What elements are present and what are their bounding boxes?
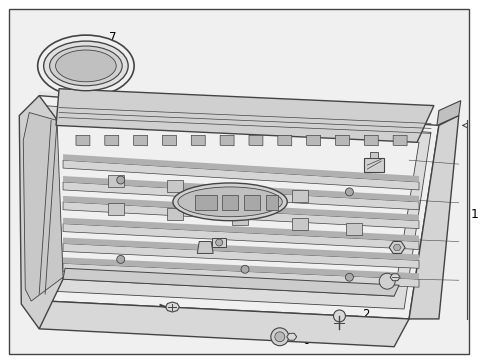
Polygon shape (63, 268, 399, 296)
Polygon shape (105, 135, 119, 146)
Polygon shape (365, 135, 378, 146)
Polygon shape (63, 182, 419, 210)
Polygon shape (63, 154, 419, 182)
Polygon shape (63, 238, 419, 260)
Polygon shape (191, 135, 205, 146)
Polygon shape (56, 118, 419, 296)
Text: 6: 6 (302, 334, 309, 347)
Polygon shape (63, 160, 419, 190)
Text: 7: 7 (109, 31, 116, 44)
Polygon shape (134, 135, 147, 146)
Polygon shape (9, 9, 469, 354)
Circle shape (379, 273, 395, 289)
Polygon shape (346, 223, 362, 235)
Polygon shape (63, 264, 419, 287)
Polygon shape (292, 190, 308, 202)
Polygon shape (197, 242, 213, 253)
Ellipse shape (178, 187, 282, 217)
Polygon shape (63, 176, 419, 202)
Ellipse shape (55, 50, 116, 82)
Polygon shape (232, 213, 248, 225)
Polygon shape (390, 274, 400, 281)
Circle shape (334, 310, 345, 322)
Polygon shape (266, 195, 278, 210)
Polygon shape (393, 135, 407, 146)
Polygon shape (63, 243, 419, 268)
Text: 2: 2 (362, 309, 370, 321)
Polygon shape (249, 135, 263, 146)
Polygon shape (63, 202, 419, 229)
Ellipse shape (38, 35, 134, 96)
Ellipse shape (49, 46, 122, 86)
Ellipse shape (44, 41, 128, 91)
Polygon shape (76, 135, 90, 146)
Polygon shape (43, 105, 431, 309)
Polygon shape (19, 96, 63, 329)
Polygon shape (108, 175, 123, 187)
Circle shape (271, 328, 289, 346)
Polygon shape (409, 116, 459, 319)
Circle shape (345, 188, 353, 196)
Polygon shape (365, 158, 384, 172)
Polygon shape (39, 301, 409, 347)
Text: 9: 9 (421, 245, 428, 258)
Polygon shape (63, 257, 419, 279)
Circle shape (117, 255, 124, 264)
Polygon shape (307, 135, 320, 146)
Polygon shape (108, 203, 123, 215)
Polygon shape (370, 152, 378, 158)
Polygon shape (163, 135, 176, 146)
Polygon shape (287, 333, 297, 340)
Circle shape (241, 265, 249, 273)
Circle shape (345, 273, 353, 281)
Text: 8: 8 (413, 277, 420, 290)
Text: 5: 5 (242, 243, 249, 256)
Polygon shape (393, 244, 401, 251)
Polygon shape (168, 180, 183, 192)
Polygon shape (222, 195, 238, 210)
Polygon shape (23, 113, 63, 301)
Ellipse shape (173, 183, 287, 221)
Polygon shape (63, 224, 419, 249)
Polygon shape (212, 238, 226, 247)
Circle shape (275, 332, 285, 342)
Circle shape (117, 176, 124, 184)
Polygon shape (278, 135, 292, 146)
Polygon shape (292, 218, 308, 230)
Text: 1: 1 (471, 208, 479, 221)
Polygon shape (336, 135, 349, 146)
Polygon shape (389, 242, 405, 253)
Text: 3: 3 (332, 159, 340, 172)
Polygon shape (166, 302, 179, 312)
Polygon shape (168, 208, 183, 220)
Text: 4: 4 (192, 310, 200, 323)
Polygon shape (63, 218, 419, 242)
Polygon shape (220, 135, 234, 146)
Polygon shape (39, 91, 434, 347)
Polygon shape (244, 195, 260, 210)
Polygon shape (437, 100, 461, 125)
Polygon shape (39, 96, 439, 319)
Polygon shape (63, 196, 419, 221)
Polygon shape (196, 195, 217, 210)
Polygon shape (56, 89, 434, 142)
Circle shape (216, 239, 222, 246)
